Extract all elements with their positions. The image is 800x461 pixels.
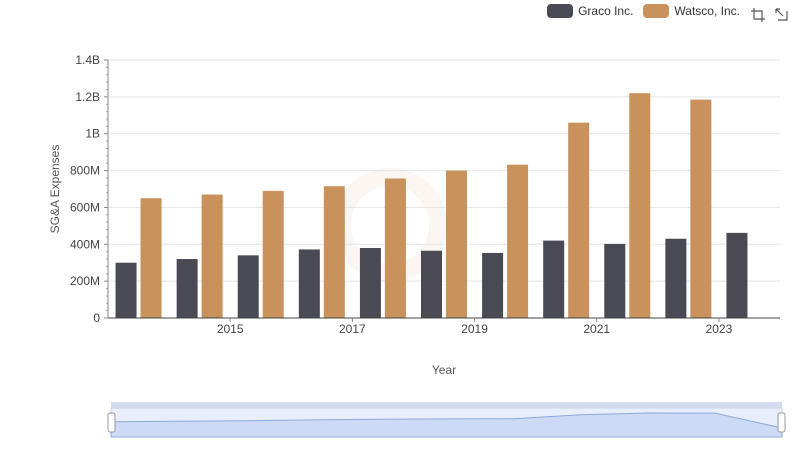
y-tick-label: 1.4B: [75, 53, 100, 67]
bar-watsco-2021[interactable]: [568, 122, 590, 319]
bar-watsco-2023[interactable]: [690, 99, 712, 318]
bar-graco-2021[interactable]: [543, 240, 565, 318]
navigator-handle-left[interactable]: [107, 412, 116, 433]
bar-graco-2016[interactable]: [237, 255, 259, 318]
navigator-scrollbar[interactable]: [111, 402, 782, 408]
bar-graco-2019[interactable]: [421, 250, 442, 318]
y-tick-label: 400M: [70, 237, 100, 251]
bar-watsco-2022[interactable]: [629, 93, 651, 319]
bar-watsco-2019[interactable]: [446, 170, 467, 318]
bar-graco-2024[interactable]: [726, 232, 748, 318]
bar-graco-2023[interactable]: [665, 238, 687, 318]
bar-graco-2018[interactable]: [359, 247, 381, 318]
x-tick-label: 2021: [583, 322, 610, 336]
navigator-handle-right[interactable]: [777, 412, 786, 433]
bar-watsco-2015[interactable]: [201, 194, 223, 318]
bar-watsco-2018[interactable]: [384, 178, 406, 318]
x-tick-label: 2017: [339, 322, 366, 336]
legend-swatch-watsco: [643, 4, 670, 18]
zoom-icon[interactable]: [750, 7, 766, 23]
y-tick-label: 1.2B: [75, 90, 100, 104]
y-tick-label: 600M: [70, 200, 100, 214]
legend-label-graco: Graco Inc.: [578, 4, 634, 18]
bar-graco-2017[interactable]: [298, 249, 320, 318]
y-tick-label: 1B: [85, 127, 100, 141]
bar-graco-2020[interactable]: [482, 252, 504, 318]
x-tick-label: 2023: [706, 322, 733, 336]
chart-toolbar: [750, 7, 790, 23]
x-tick-label: 2019: [461, 322, 488, 336]
reset-icon[interactable]: [774, 7, 790, 23]
range-navigator[interactable]: [107, 402, 786, 438]
x-tick-label: 2015: [217, 322, 244, 336]
legend-item-graco[interactable]: Graco Inc.: [547, 4, 633, 18]
bar-graco-2014[interactable]: [115, 262, 137, 318]
legend: Graco Inc. Watsco, Inc.: [547, 4, 740, 18]
bar-watsco-2014[interactable]: [140, 198, 162, 318]
bar-graco-2022[interactable]: [604, 243, 626, 318]
bar-watsco-2020[interactable]: [507, 164, 529, 318]
y-axis-title: SG&A Expenses: [48, 145, 62, 234]
legend-swatch-graco: [547, 4, 574, 18]
bar-watsco-2017[interactable]: [323, 186, 345, 318]
bar-watsco-2016[interactable]: [262, 190, 284, 318]
y-tick-label: 0: [93, 311, 100, 325]
legend-item-watsco[interactable]: Watsco, Inc.: [643, 4, 740, 18]
y-tick-label: 200M: [70, 274, 100, 288]
x-axis-title: Year: [432, 363, 456, 377]
legend-label-watsco: Watsco, Inc.: [674, 4, 740, 18]
bar-graco-2015[interactable]: [176, 259, 198, 318]
navigator-series: [110, 412, 783, 438]
y-tick-label: 800M: [70, 164, 100, 178]
